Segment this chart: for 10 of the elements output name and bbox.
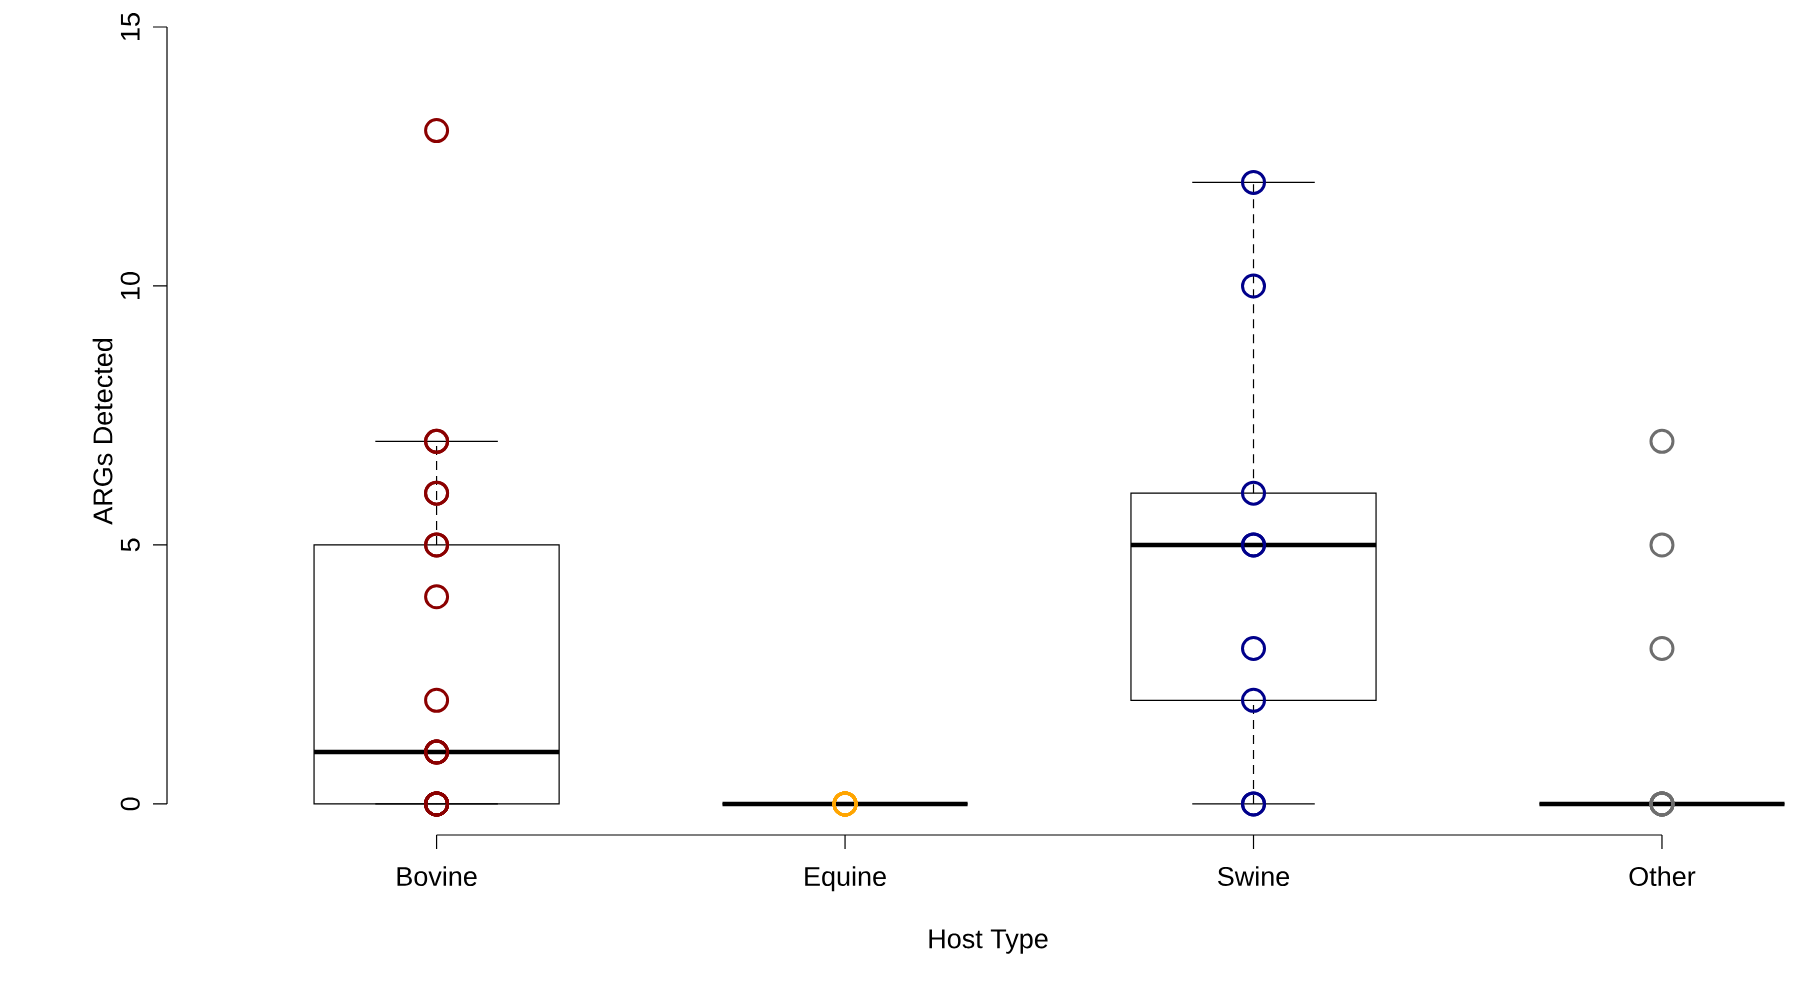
y-axis-title: ARGs Detected [92,338,113,525]
y-tick-label: 15 [120,13,140,40]
x-tick-label: Bovine [397,866,477,887]
y-tick-label: 0 [120,797,140,811]
y-tick-label: 10 [120,272,140,299]
x-axis-title: Host Type [929,929,1048,954]
y-tick-label: 5 [120,538,140,552]
x-tick-label: Swine [1217,866,1290,887]
x-tick-label: Other [1629,866,1696,887]
x-tick-label: Equine [805,866,886,892]
